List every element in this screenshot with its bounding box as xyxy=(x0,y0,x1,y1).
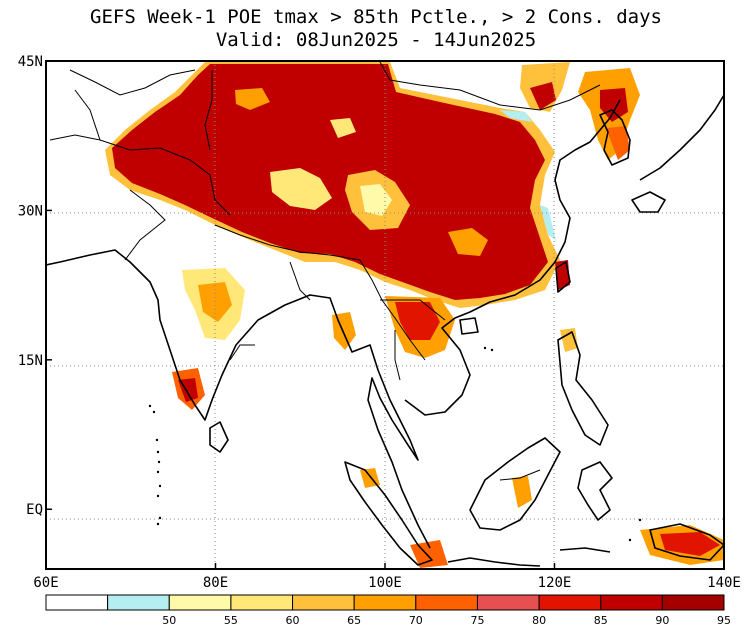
colorbar-swatch xyxy=(107,594,170,611)
lat-tick-label: 30N xyxy=(18,203,43,219)
small-islands xyxy=(148,346,642,542)
colorbar-swatch xyxy=(476,594,540,611)
lat-tick-label: 15N xyxy=(18,353,43,369)
colorbar-swatch xyxy=(661,594,725,611)
lat-axis: 45N 30N 15N EQ xyxy=(18,54,52,518)
colorbar-label: 75 xyxy=(470,614,484,627)
map-gridlines xyxy=(46,61,724,569)
lon-tick-label: 140E xyxy=(707,575,741,591)
valid-period: Valid: 08Jun2025 - 14Jun2025 xyxy=(215,29,537,51)
colorbar-label: 85 xyxy=(594,614,608,627)
colorbar-label: 95 xyxy=(717,614,731,627)
lon-tick-label: 120E xyxy=(538,575,572,591)
lon-axis: 60E 80E 100E 120E 140E xyxy=(33,563,741,591)
colorbar-swatch xyxy=(45,594,109,611)
colorbar-label: 90 xyxy=(655,614,669,627)
colorbar-swatch xyxy=(168,594,232,611)
chart-title: GEFS Week-1 POE tmax > 85th Pctle., > 2 … xyxy=(90,6,662,28)
probability-field xyxy=(105,62,724,568)
colorbar-swatch xyxy=(353,594,417,611)
country-borders xyxy=(49,61,601,481)
lat-tick-label: EQ xyxy=(26,502,43,518)
lon-tick-label: 100E xyxy=(368,575,402,591)
colorbar-label: 70 xyxy=(409,614,423,627)
colorbar-swatch xyxy=(292,594,355,611)
colorbar: 50 55 60 65 70 75 80 85 90 95 xyxy=(45,594,731,627)
colorbar-swatch xyxy=(538,594,602,611)
colorbar-label: 60 xyxy=(286,614,300,627)
colorbar-swatch xyxy=(230,594,294,611)
lat-tick-label: 45N xyxy=(18,54,43,70)
colorbar-swatch xyxy=(415,594,478,611)
colorbar-swatch xyxy=(600,594,663,611)
coastlines xyxy=(46,94,724,567)
colorbar-label: 80 xyxy=(532,614,546,627)
colorbar-label: 65 xyxy=(347,614,361,627)
lon-tick-label: 80E xyxy=(203,575,228,591)
colorbar-label: 50 xyxy=(162,614,176,627)
lon-tick-label: 60E xyxy=(33,575,58,591)
colorbar-label: 55 xyxy=(224,614,238,627)
